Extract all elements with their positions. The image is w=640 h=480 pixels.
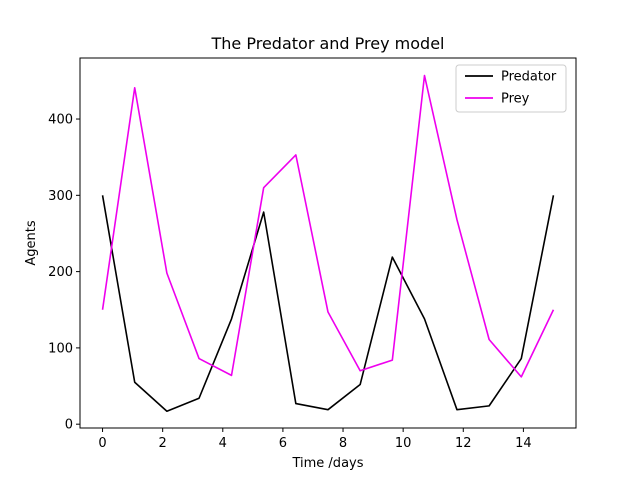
y-tick-label: 400 <box>48 113 73 128</box>
series-line-predator <box>101 195 555 413</box>
x-tick-label: 0 <box>98 436 106 451</box>
x-tick-label: 12 <box>455 436 472 451</box>
y-axis-label: Agents <box>24 220 39 265</box>
x-tick-label: 8 <box>339 436 347 451</box>
x-axis-label: Time /days <box>291 456 363 471</box>
y-tick-label: 100 <box>48 341 73 356</box>
legend: Predator Prey <box>455 64 567 113</box>
x-tick-label: 4 <box>219 436 227 451</box>
x-axis: 0 2 4 6 8 10 12 14 <box>98 428 532 451</box>
y-tick-label: 0 <box>65 418 73 433</box>
x-tick-label: 10 <box>395 436 412 451</box>
chart-title: The Predator and Prey model <box>211 34 445 53</box>
series-layer <box>101 74 555 413</box>
y-axis: 0 100 200 300 400 <box>48 113 80 433</box>
legend-label-prey: Prey <box>501 92 530 107</box>
x-tick-label: 2 <box>159 436 167 451</box>
x-tick-label: 14 <box>515 436 532 451</box>
y-tick-label: 300 <box>48 189 73 204</box>
legend-label-predator: Predator <box>501 70 557 85</box>
y-tick-label: 200 <box>48 265 73 280</box>
plot-area-frame <box>79 57 577 429</box>
x-tick-label: 6 <box>279 436 287 451</box>
series-line-prey <box>101 74 555 378</box>
